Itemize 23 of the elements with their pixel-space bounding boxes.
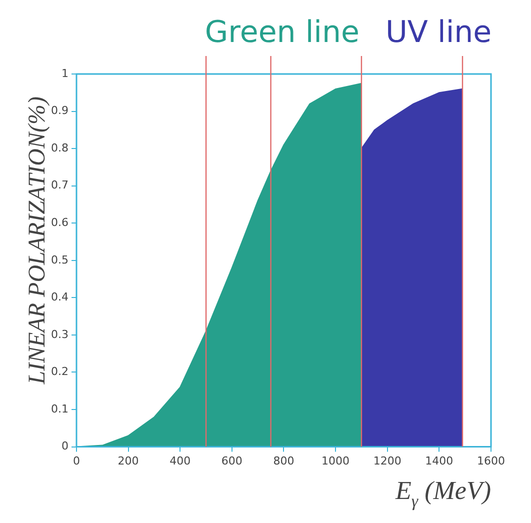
series-label: UV line (385, 15, 492, 50)
y-tick-label: 0.9 (50, 104, 68, 118)
x-tick-label: 800 (273, 454, 294, 468)
y-tick-label: 1 (61, 66, 68, 80)
y-tick-label: 0.4 (50, 290, 68, 304)
series-label: Green line (204, 15, 360, 50)
y-tick-label: 0.6 (50, 216, 68, 229)
y-tick-label: 0.3 (50, 328, 68, 341)
y-tick-label: 0.7 (50, 178, 68, 192)
y-tick-label: 0.8 (50, 141, 68, 154)
y-tick-label: 0.2 (50, 365, 68, 378)
x-tick-label: 600 (221, 454, 242, 468)
x-tick-label: 200 (118, 454, 139, 468)
y-axis-title: LINEAR POLARIZATION(%) (24, 96, 50, 386)
x-tick-label: 1000 (322, 454, 350, 468)
y-tick-label: 0 (61, 440, 68, 453)
x-tick-label: 0 (72, 454, 80, 468)
x-tick-label: 400 (170, 454, 191, 468)
y-tick-label: 0.5 (50, 253, 68, 266)
x-tick-label: 1400 (425, 454, 454, 468)
y-tick-label: 0.1 (50, 402, 68, 416)
x-tick-label: 1600 (477, 454, 505, 468)
x-tick-label: 1200 (373, 454, 402, 468)
